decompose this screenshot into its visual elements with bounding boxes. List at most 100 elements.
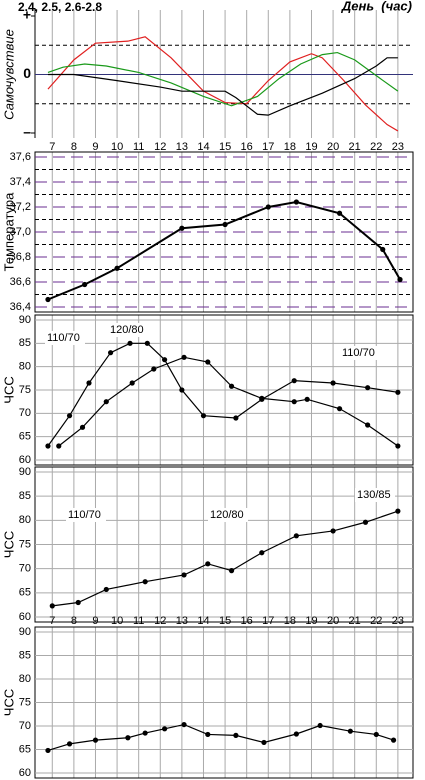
y-tick-label: 80 bbox=[19, 514, 31, 526]
data-point bbox=[330, 528, 336, 534]
data-point bbox=[114, 265, 120, 271]
y-tick-label: 60 bbox=[19, 611, 31, 623]
x-tick-label: 16 bbox=[241, 141, 253, 153]
y-tick-label: 70 bbox=[19, 407, 31, 419]
y-tick-label: 37,4 bbox=[10, 176, 31, 188]
data-point bbox=[125, 735, 131, 741]
data-point bbox=[162, 726, 168, 732]
x-tick-label: 19 bbox=[305, 615, 317, 627]
y-tick-label: 85 bbox=[19, 490, 31, 502]
y-tick-label: 90 bbox=[19, 314, 31, 326]
data-point bbox=[45, 747, 51, 754]
y-axis-title: Температура bbox=[1, 192, 16, 272]
x-tick-label: 13 bbox=[176, 615, 188, 627]
annotation-bg bbox=[108, 323, 148, 337]
data-point bbox=[291, 399, 297, 405]
data-point bbox=[222, 221, 228, 228]
x-tick-label: 9 bbox=[92, 141, 98, 153]
data-point bbox=[181, 354, 187, 360]
data-point bbox=[75, 599, 81, 606]
data-point bbox=[92, 737, 99, 743]
x-tick-label: 21 bbox=[349, 615, 361, 627]
x-tick-label: 18 bbox=[284, 141, 296, 153]
annotation: 130/85 bbox=[357, 489, 391, 501]
data-point bbox=[66, 413, 73, 419]
data-point bbox=[142, 730, 148, 736]
data-point bbox=[205, 359, 211, 365]
x-tick-label: 8 bbox=[71, 615, 77, 627]
x-tick-label: 12 bbox=[154, 615, 166, 627]
x-tick-label: 14 bbox=[197, 141, 209, 153]
y-tick-label: 36,6 bbox=[10, 276, 31, 288]
x-tick-label: 7 bbox=[49, 615, 55, 627]
y-tick-label: 85 bbox=[19, 649, 31, 661]
y-tick-label: + bbox=[23, 7, 31, 23]
data-point bbox=[291, 378, 297, 384]
data-point bbox=[261, 739, 267, 746]
y-tick-label: 75 bbox=[19, 384, 31, 396]
x-tick-label: 20 bbox=[327, 141, 339, 153]
x-tick-label: 15 bbox=[219, 141, 231, 153]
data-point bbox=[181, 572, 187, 578]
x-tick-label: 10 bbox=[111, 615, 123, 627]
data-point bbox=[380, 246, 386, 253]
x-tick-label: 9 bbox=[92, 615, 98, 627]
y-tick-label: 75 bbox=[19, 538, 31, 550]
y-tick-label: 60 bbox=[19, 454, 31, 466]
data-point bbox=[228, 568, 235, 574]
data-point bbox=[181, 721, 187, 728]
data-point bbox=[66, 741, 73, 747]
data-line bbox=[58, 356, 399, 447]
data-point bbox=[179, 225, 185, 231]
data-point bbox=[365, 385, 371, 391]
x-tick-label: 17 bbox=[262, 141, 274, 153]
data-point bbox=[336, 406, 343, 412]
data-point bbox=[205, 731, 211, 738]
x-tick-label: 16 bbox=[241, 615, 253, 627]
y-tick-label: 80 bbox=[19, 673, 31, 685]
data-point bbox=[395, 443, 401, 449]
data-point bbox=[162, 357, 168, 363]
data-point bbox=[317, 722, 323, 729]
data-line bbox=[52, 510, 399, 607]
annotation: 120/80 bbox=[210, 509, 244, 521]
data-point bbox=[293, 533, 299, 539]
data-point bbox=[144, 340, 150, 346]
data-point bbox=[259, 395, 265, 401]
y-tick-label: 36,4 bbox=[10, 301, 31, 313]
data-point bbox=[103, 586, 109, 593]
data-line bbox=[47, 200, 401, 301]
data-point bbox=[86, 380, 92, 386]
y-tick-label: 70 bbox=[19, 563, 31, 575]
data-point bbox=[390, 737, 397, 743]
y-tick-label: 36,8 bbox=[10, 251, 31, 263]
data-point bbox=[233, 732, 239, 739]
data-point bbox=[228, 383, 235, 389]
data-point bbox=[293, 199, 299, 205]
y-axis-title: ЧСС bbox=[1, 376, 16, 403]
data-point bbox=[79, 424, 86, 430]
x-tick-label: 13 bbox=[176, 141, 188, 153]
x-tick-label: 15 bbox=[219, 615, 231, 627]
x-tick-label: 11 bbox=[133, 615, 144, 627]
data-point bbox=[304, 396, 310, 402]
data-point bbox=[49, 603, 55, 609]
x-tick-label: 23 bbox=[392, 615, 404, 627]
data-point bbox=[45, 443, 51, 449]
y-axis-title: Самочувствие bbox=[1, 29, 16, 120]
data-point bbox=[142, 579, 148, 585]
data-point bbox=[347, 728, 353, 734]
data-point bbox=[293, 731, 299, 737]
x-tick-label: 20 bbox=[327, 615, 339, 627]
data-point bbox=[259, 550, 265, 556]
x-tick-label: 18 bbox=[284, 615, 296, 627]
y-tick-label: 65 bbox=[19, 431, 31, 443]
data-point bbox=[395, 508, 401, 514]
y-tick-label: 80 bbox=[19, 361, 31, 373]
data-point bbox=[362, 519, 369, 525]
data-point bbox=[373, 731, 379, 738]
y-tick-label: 75 bbox=[19, 696, 31, 708]
y-tick-label: 60 bbox=[19, 767, 31, 779]
